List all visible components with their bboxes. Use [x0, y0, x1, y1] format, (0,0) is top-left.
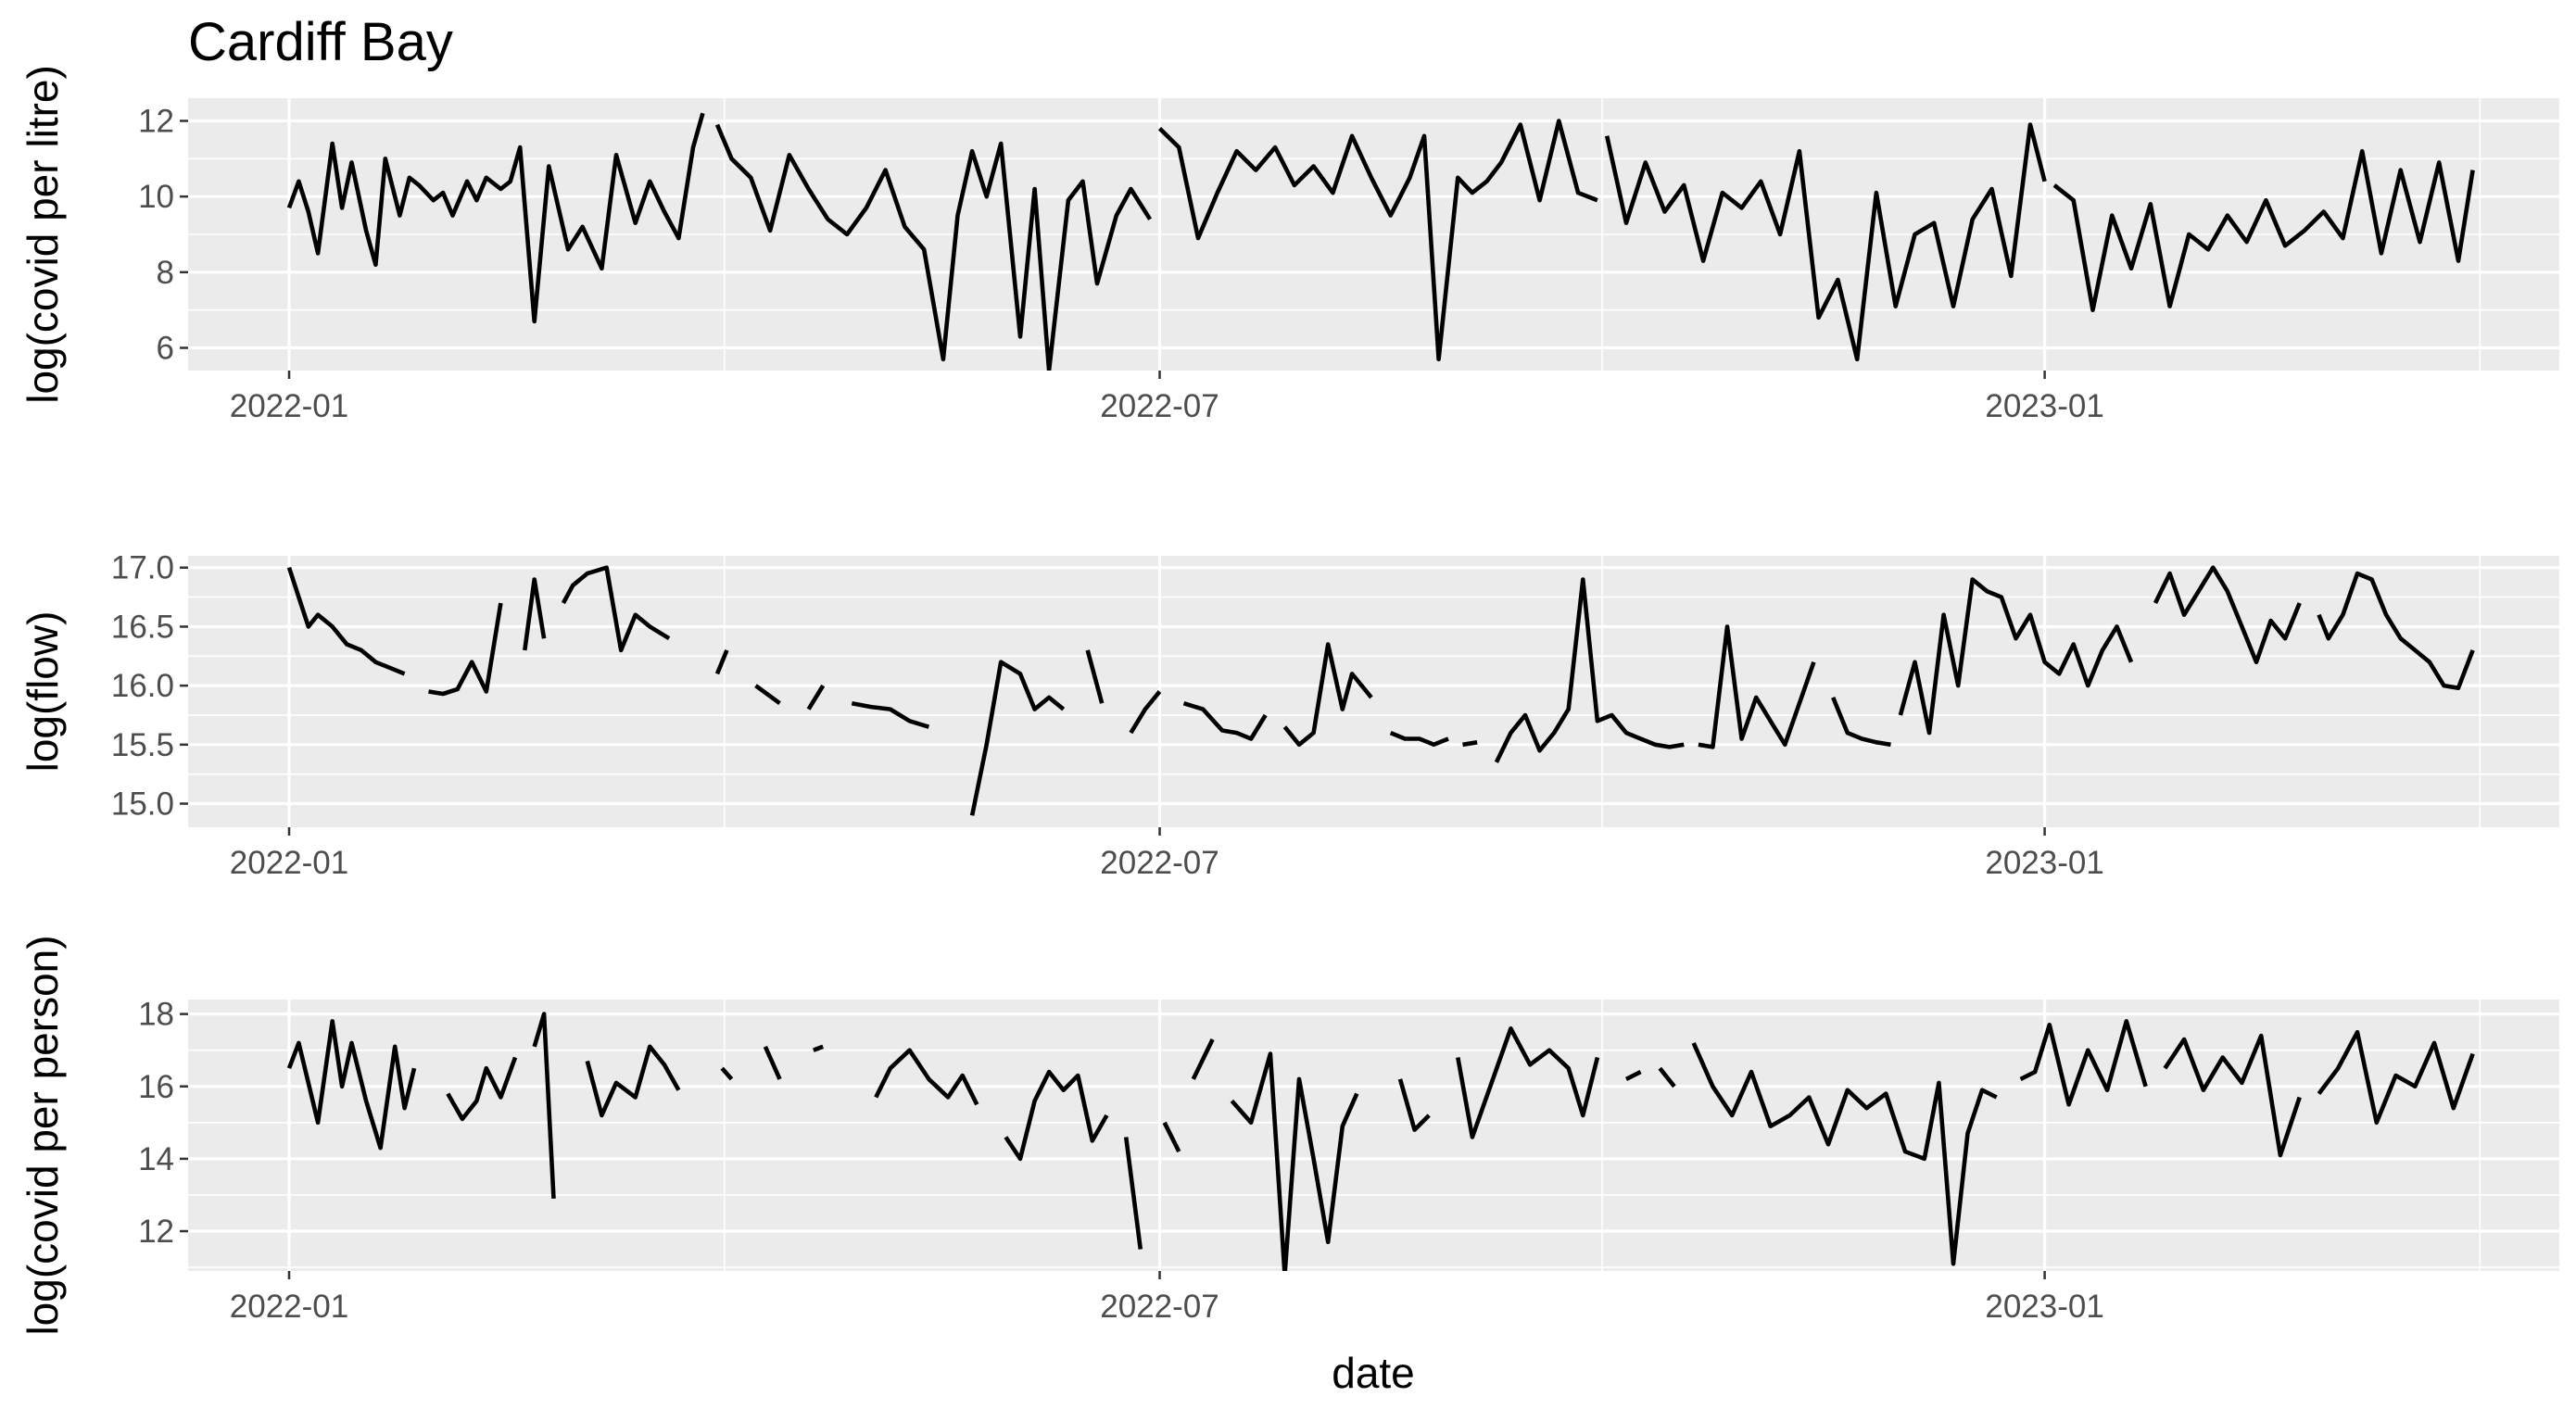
series-line-segment-13 [1282, 642, 1373, 748]
x-tick-label: 2022-01 [230, 845, 348, 881]
y-axis-title: log(covid per person) [19, 935, 67, 1335]
panel-background [188, 556, 2559, 827]
series-line-segment-5 [714, 649, 729, 675]
series-line-segment-20 [2153, 565, 2302, 665]
x-tick-label: 2022-01 [230, 1289, 348, 1325]
series-line-segment-21 [2317, 1029, 2475, 1126]
series-line-segment-19 [2019, 1019, 2148, 1107]
series-line-segment-7 [812, 1044, 825, 1052]
x-tick-label: 2022-07 [1100, 388, 1219, 424]
series-line-segment-11 [1162, 1121, 1181, 1153]
x-tick-label: 2022-07 [1100, 1289, 1219, 1325]
y-tick-label: 16.0 [111, 668, 174, 704]
series-line-segment-6 [763, 1045, 782, 1080]
y-tick-label: 18 [138, 997, 174, 1033]
series-line-segment-6 [754, 684, 781, 706]
series-line-segment-9 [1004, 1069, 1109, 1162]
y-tick-label: 6 [157, 331, 174, 367]
series-line-segment-1 [286, 1019, 417, 1151]
x-tick-label: 2023-01 [1985, 1289, 2103, 1325]
series-line-segment-19 [1898, 577, 2134, 736]
series-line-segment-4 [585, 1044, 681, 1118]
series-line-segment-15 [1462, 740, 1478, 748]
series-line-segment-3 [523, 577, 547, 651]
y-axis-title: log(covid per litre) [19, 65, 67, 404]
series-line-segment-3 [532, 1012, 556, 1200]
panel-3: 12 14 16 18 2022-01 2022-07 2023-01 log(covid p… [19, 935, 2559, 1336]
series-line-segment-8 [851, 700, 930, 729]
x-axis-title: date [1332, 1349, 1415, 1397]
panel-background [188, 1000, 2559, 1271]
panel-2: 15.0 15.5 16.0 16.5 17.0 2022-01 2022-07 2023-0… [19, 550, 2559, 881]
series-line-segment-4 [1604, 122, 2047, 362]
panel-1: 6 8 10 12 2022-01 2022-07 2023-01 log(covid per… [19, 65, 2559, 424]
series-line-segment-10 [1123, 1137, 1143, 1250]
series-group [286, 1012, 2475, 1271]
y-tick-label: 15.5 [111, 727, 174, 763]
y-tick-label: 8 [157, 255, 174, 291]
series-group [286, 112, 2475, 371]
series-line-segment-5 [2052, 148, 2475, 313]
series-line-segment-14 [1389, 730, 1449, 748]
series-line-segment-20 [2163, 1033, 2302, 1158]
y-tick-label: 15.0 [111, 786, 174, 823]
y-tick-label: 16.5 [111, 609, 174, 645]
x-tick-label: 2023-01 [1985, 845, 2103, 881]
x-tick-label: 2022-07 [1100, 845, 1219, 881]
y-tick-label: 17.0 [111, 550, 174, 586]
series-line-segment-18 [1831, 697, 1891, 748]
x-tick-label: 2023-01 [1985, 388, 2103, 424]
x-tick-label: 2022-01 [230, 388, 348, 424]
series-line-segment-17 [1698, 624, 1816, 749]
y-tick-label: 10 [138, 179, 174, 215]
series-line-segment-5 [720, 1066, 734, 1081]
y-tick-label: 12 [138, 104, 174, 140]
series-line-segment-7 [806, 684, 826, 711]
series-line-segment-16 [1624, 1070, 1642, 1081]
chart-title: Cardiff Bay [188, 12, 453, 72]
series-line-segment-9 [969, 660, 1066, 816]
series-line-segment-4 [561, 565, 671, 653]
series-line-segment-2 [428, 602, 503, 697]
y-tick-label: 12 [138, 1214, 174, 1250]
series-group [286, 565, 2475, 816]
series-line-segment-15 [1456, 1026, 1600, 1139]
series-line-segment-12 [1191, 1038, 1215, 1080]
series-line-segment-16 [1494, 577, 1685, 763]
series-line-segment-2 [714, 123, 1153, 371]
series-line-segment-12 [1182, 701, 1268, 741]
series-line-segment-10 [1085, 649, 1105, 704]
series-line-segment-13 [1230, 1051, 1359, 1271]
series-line-segment-11 [1129, 690, 1162, 735]
y-tick-label: 14 [138, 1141, 174, 1177]
series-line-segment-21 [2317, 571, 2475, 691]
series-line-segment-3 [1157, 119, 1598, 362]
series-line-segment-17 [1658, 1066, 1676, 1088]
series-line-segment-1 [286, 566, 406, 676]
series-line-segment-1 [286, 112, 705, 324]
y-axis-title: log(flow) [19, 611, 67, 773]
series-line-segment-8 [874, 1048, 979, 1106]
y-tick-label: 16 [138, 1069, 174, 1105]
chart-panels: 6 8 10 12 2022-01 2022-07 2023-01 log(covid per… [19, 65, 2559, 1336]
series-line-segment-14 [1397, 1078, 1431, 1132]
series-line-segment-18 [1691, 1041, 1998, 1266]
series-line-segment-2 [446, 1056, 518, 1122]
